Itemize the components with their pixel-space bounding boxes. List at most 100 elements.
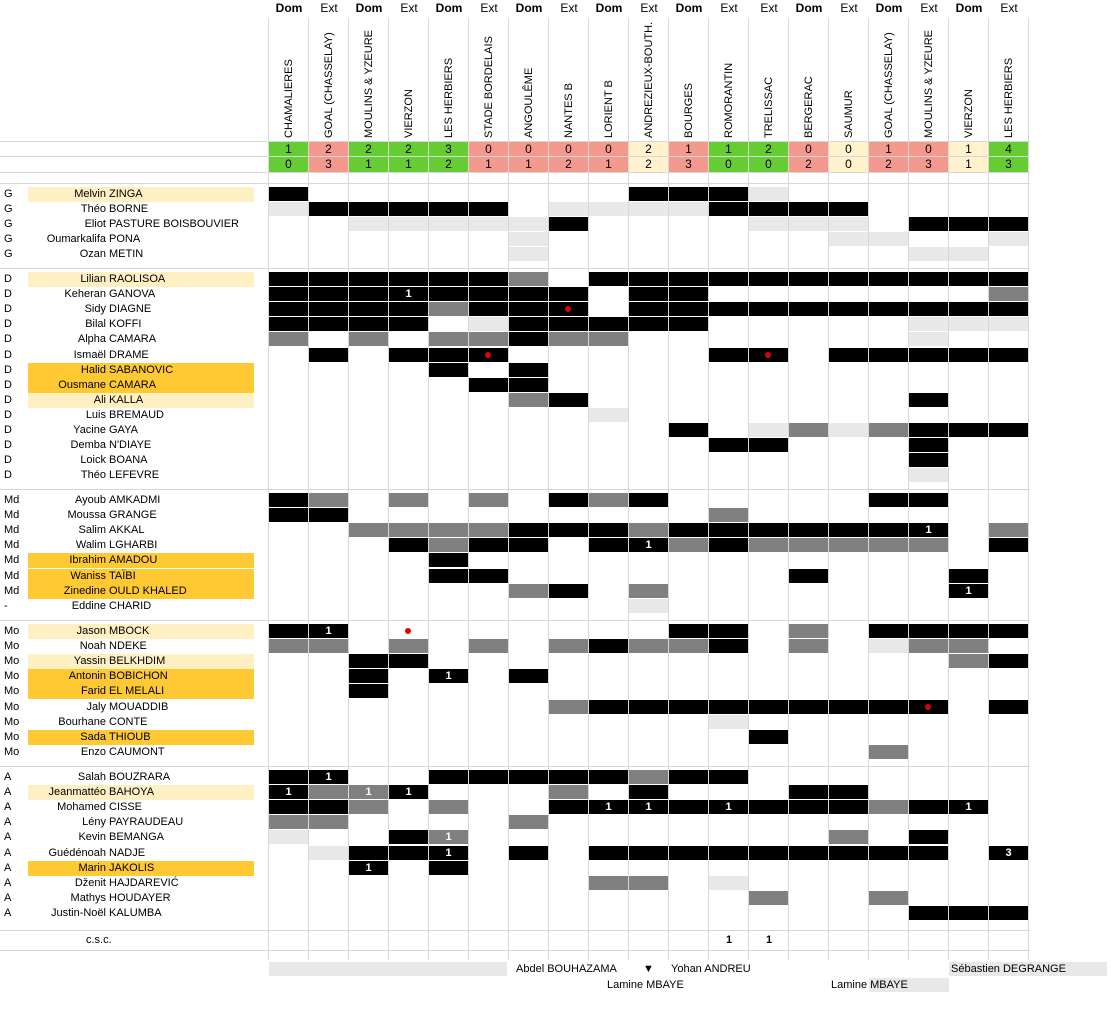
appearance-cell[interactable] [909, 348, 948, 362]
appearance-cell[interactable] [429, 538, 468, 552]
appearance-cell[interactable] [429, 770, 468, 784]
appearance-cell[interactable] [629, 700, 668, 714]
appearance-cell[interactable] [869, 800, 908, 814]
appearance-cell[interactable] [709, 187, 748, 201]
appearance-cell[interactable] [549, 493, 588, 507]
appearance-cell[interactable] [909, 800, 948, 814]
appearance-cell[interactable] [989, 232, 1028, 246]
appearance-cell[interactable] [709, 302, 748, 316]
appearance-cell[interactable] [269, 800, 308, 814]
appearance-cell[interactable] [949, 247, 988, 261]
player-name[interactable]: Salah BOUZRARA [28, 770, 254, 785]
appearance-cell[interactable] [989, 317, 1028, 331]
appearance-cell[interactable]: 1 [429, 669, 468, 683]
player-name[interactable]: Dženit HAJDAREVIĆ [28, 876, 254, 891]
appearance-cell[interactable] [509, 232, 548, 246]
appearance-cell[interactable] [989, 348, 1028, 362]
appearance-cell[interactable]: 1 [389, 785, 428, 799]
appearance-cell[interactable] [709, 348, 748, 362]
appearance-cell[interactable] [589, 272, 628, 286]
appearance-cell[interactable] [829, 423, 868, 437]
appearance-cell[interactable] [509, 770, 548, 784]
appearance-cell[interactable] [469, 493, 508, 507]
appearance-cell[interactable] [629, 302, 668, 316]
appearance-cell[interactable] [909, 453, 948, 467]
appearance-cell[interactable] [429, 553, 468, 567]
appearance-cell[interactable] [589, 538, 628, 552]
appearance-cell[interactable] [589, 770, 628, 784]
appearance-cell[interactable] [909, 468, 948, 482]
appearance-cell[interactable] [549, 785, 588, 799]
appearance-cell[interactable] [549, 523, 588, 537]
appearance-cell[interactable] [309, 317, 348, 331]
appearance-cell[interactable] [429, 217, 468, 231]
appearance-cell[interactable] [869, 846, 908, 860]
appearance-cell[interactable] [269, 639, 308, 653]
appearance-cell[interactable] [829, 272, 868, 286]
appearance-cell[interactable] [269, 187, 308, 201]
appearance-cell[interactable] [349, 287, 388, 301]
appearance-cell[interactable] [389, 302, 428, 316]
appearance-cell[interactable] [509, 247, 548, 261]
appearance-cell[interactable] [389, 493, 428, 507]
appearance-cell[interactable] [989, 624, 1028, 638]
appearance-cell[interactable] [709, 508, 748, 522]
appearance-cell[interactable] [949, 654, 988, 668]
appearance-cell[interactable] [509, 393, 548, 407]
appearance-cell[interactable]: 1 [709, 800, 748, 814]
appearance-cell[interactable] [389, 846, 428, 860]
player-name[interactable]: Noah NDEKE [28, 639, 254, 654]
appearance-cell[interactable] [629, 770, 668, 784]
appearance-cell[interactable] [909, 538, 948, 552]
appearance-cell[interactable] [549, 393, 588, 407]
appearance-cell[interactable] [429, 348, 468, 362]
appearance-cell[interactable] [789, 302, 828, 316]
appearance-cell[interactable] [349, 302, 388, 316]
appearance-cell[interactable] [749, 700, 788, 714]
appearance-cell[interactable] [989, 906, 1028, 920]
appearance-cell[interactable] [469, 302, 508, 316]
appearance-cell[interactable] [869, 538, 908, 552]
appearance-cell[interactable] [669, 272, 708, 286]
appearance-cell[interactable] [949, 569, 988, 583]
appearance-cell[interactable] [909, 639, 948, 653]
player-name[interactable]: Ayoub AMKADMI [28, 493, 254, 508]
appearance-cell[interactable] [709, 639, 748, 653]
appearance-cell[interactable] [309, 800, 348, 814]
appearance-cell[interactable] [629, 202, 668, 216]
appearance-cell[interactable] [949, 423, 988, 437]
appearance-cell[interactable] [349, 272, 388, 286]
appearance-cell[interactable] [309, 846, 348, 860]
player-name[interactable]: Oumarkalifa PONA [28, 232, 254, 247]
appearance-cell[interactable] [749, 423, 788, 437]
appearance-cell[interactable] [789, 523, 828, 537]
appearance-cell[interactable] [829, 700, 868, 714]
appearance-cell[interactable] [789, 639, 828, 653]
appearance-cell[interactable] [709, 202, 748, 216]
appearance-cell[interactable] [469, 317, 508, 331]
player-name[interactable]: Moussa GRANGE [28, 508, 254, 523]
player-name[interactable]: Mathys HOUDAYER [28, 891, 254, 906]
appearance-cell[interactable] [709, 715, 748, 729]
player-name[interactable]: Yacine GAYA [28, 423, 254, 438]
appearance-cell[interactable] [549, 287, 588, 301]
appearance-cell[interactable] [389, 624, 428, 638]
appearance-cell[interactable] [309, 287, 348, 301]
appearance-cell[interactable] [909, 423, 948, 437]
appearance-cell[interactable] [829, 846, 868, 860]
appearance-cell[interactable] [909, 493, 948, 507]
appearance-cell[interactable] [349, 523, 388, 537]
appearance-cell[interactable] [429, 861, 468, 875]
appearance-cell[interactable] [589, 408, 628, 422]
appearance-cell[interactable] [629, 846, 668, 860]
appearance-cell[interactable] [909, 846, 948, 860]
appearance-cell[interactable] [869, 272, 908, 286]
appearance-cell[interactable] [989, 523, 1028, 537]
appearance-cell[interactable] [629, 584, 668, 598]
appearance-cell[interactable] [869, 232, 908, 246]
appearance-cell[interactable] [389, 830, 428, 844]
appearance-cell[interactable] [909, 302, 948, 316]
appearance-cell[interactable] [909, 906, 948, 920]
appearance-cell[interactable] [749, 348, 788, 362]
appearance-cell[interactable] [509, 523, 548, 537]
